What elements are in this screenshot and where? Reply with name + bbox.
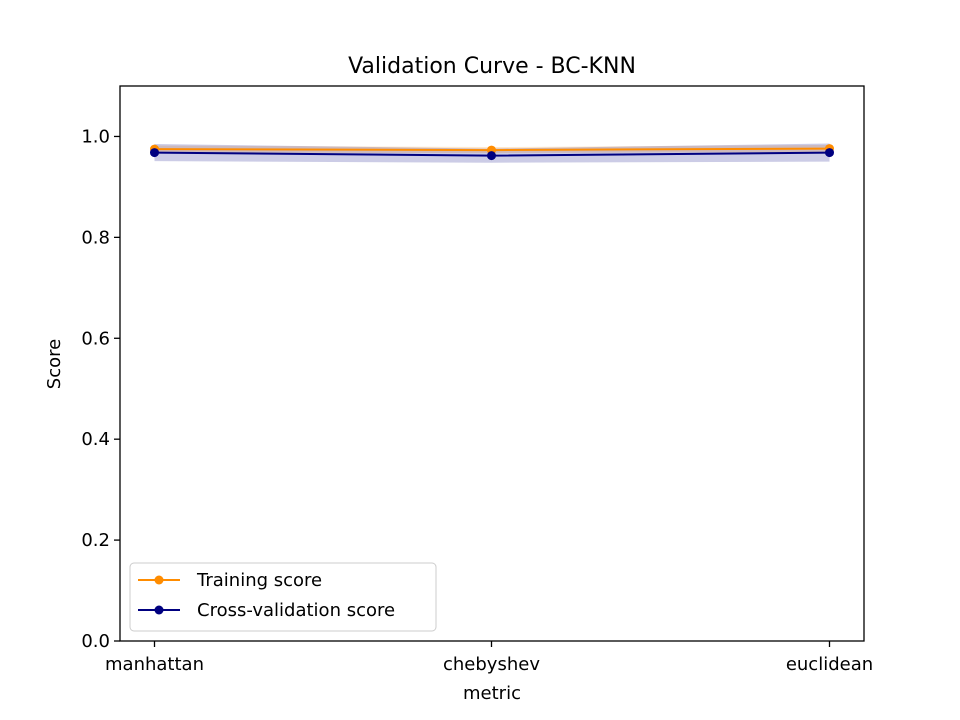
x-tick-label-0: manhattan [105,654,204,675]
legend-marker-0 [154,575,164,585]
chart-title: Validation Curve - BC-KNN [348,54,636,79]
plot-area-frame [119,85,865,642]
point-series-1-2 [825,148,834,158]
legend-marker-1 [154,605,164,615]
point-series-1-0 [150,148,159,158]
y-tick-label-1: 0.2 [81,530,110,551]
legend-box [129,562,437,632]
y-axis-label: Score [44,339,65,389]
x-tick-label-1: chebyshev [443,654,540,675]
y-tick-label-0: 0.0 [81,631,110,652]
x-axis-label: metric [463,683,521,704]
point-series-1-1 [487,151,496,161]
legend-label-1: Cross-validation score [197,600,395,621]
x-tick-label-2: euclidean [786,654,873,675]
y-tick-label-2: 0.4 [81,429,110,450]
legend-label-0: Training score [196,570,322,591]
y-tick-label-5: 1.0 [81,126,110,147]
legend: Training score Cross-validation score [129,562,437,632]
y-tick-label-4: 0.8 [81,227,110,248]
y-tick-label-3: 0.6 [81,328,110,349]
